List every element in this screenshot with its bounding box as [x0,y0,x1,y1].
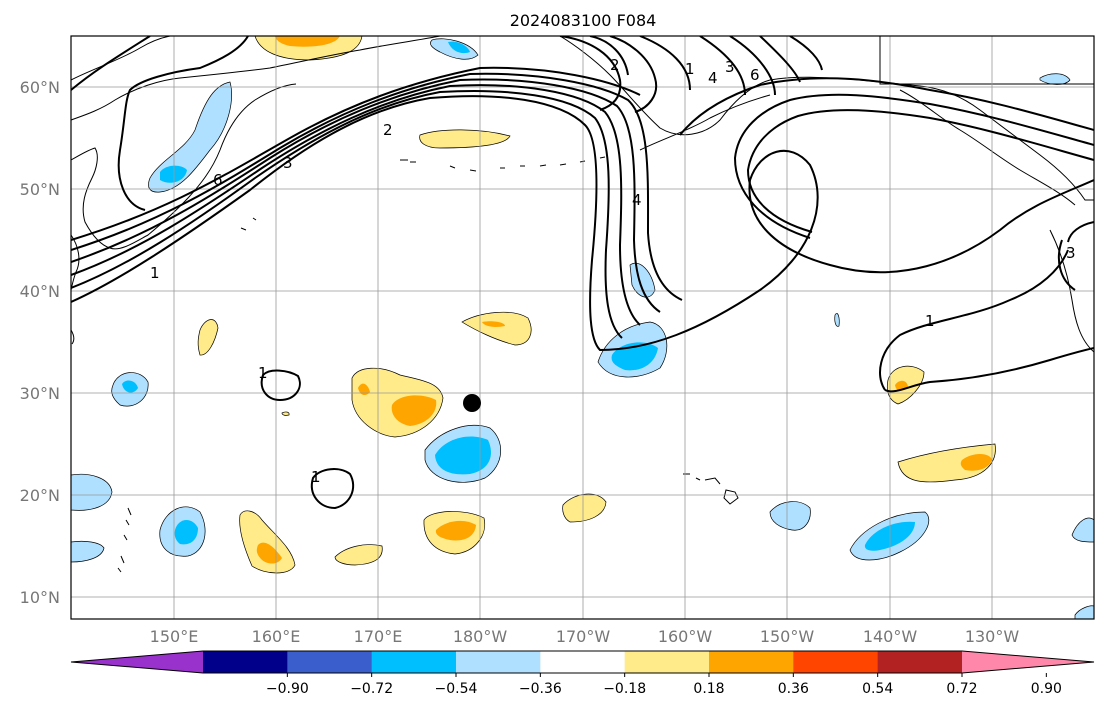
colorbar-tick-label: −0.90 [266,681,309,697]
contour-labels: 1 2 3 4 6 1 1 1 2 3 4 6 3 1 [150,56,1076,486]
colorbar-segment [371,651,457,673]
lat-label: 30°N [20,384,60,403]
contour-label: 1 [925,312,935,330]
contour-label: 1 [258,364,268,382]
lon-label: 170°E [354,627,403,646]
longitude-labels: 150°E 160°E 170°E 180°W 170°W 160°W 150°… [150,627,1020,646]
lon-label: 130°W [965,627,1020,646]
lat-label: 50°N [20,180,60,199]
colorbar-tick-label: 0.54 [862,681,893,697]
lat-label: 20°N [20,486,60,505]
colorbar-tick-label: 0.36 [778,681,809,697]
map-title: 2024083100 F084 [510,11,657,30]
colorbar-tick-label: 0.18 [693,681,724,697]
contour-label: 2 [383,121,393,139]
contour-label: 1 [685,60,695,78]
colorbar-tick-label: −0.36 [519,681,562,697]
colorbar-segment [203,651,288,673]
lon-label: 140°W [863,627,918,646]
lon-label: 150°E [150,627,199,646]
contour-label: 1 [150,264,160,282]
colorbar-tick-label: 0.72 [946,681,977,697]
colorbar-tick-label: −0.18 [603,681,646,697]
contour-label: 2 [610,56,620,74]
black-dot [463,394,481,412]
lat-label: 60°N [20,78,60,97]
contour-label: 6 [213,171,223,189]
colorbar-segment [287,651,373,673]
contour-label: 3 [725,58,735,76]
colorbar-extend-min [71,651,203,673]
colorbar-segment [877,651,963,673]
contour-label: 3 [1066,244,1076,262]
lon-label: 160°W [658,627,713,646]
lat-label: 40°N [20,282,60,301]
lon-label: 150°W [760,627,815,646]
colorbar-segment [709,651,794,673]
lon-label: 180°W [453,627,508,646]
colorbar-outline [70,650,1095,674]
lon-label: 170°W [556,627,611,646]
colorbar: −0.90 −0.72 −0.54 −0.36 −0.18 0.18 0.36 0.54 0.7… [70,650,1095,697]
map-plot-area: 1 2 3 4 6 1 1 1 2 3 4 6 3 1 [71,36,1094,619]
colorbar-tick-label: 0.90 [1031,681,1062,697]
contour-label: 1 [311,468,321,486]
colorbar-segment [456,651,541,673]
graticule [71,36,1094,619]
contour-label: 4 [632,191,642,209]
colorbar-extend-max [962,651,1094,673]
latitude-labels: 60°N 50°N 40°N 30°N 20°N 10°N [20,78,60,607]
colorbar-segment [540,651,626,673]
colorbar-segment [793,651,879,673]
lat-label: 10°N [20,588,60,607]
contour-label: 4 [708,69,718,87]
colorbar-segment [624,651,710,673]
contour-label: 3 [283,154,293,172]
colorbar-tick-label: −0.54 [435,681,478,697]
jet-contours [71,36,1094,510]
contour-label: 6 [750,66,760,84]
strong-positive-anomaly-fill [256,36,992,564]
lon-label: 160°E [252,627,301,646]
colorbar-tick-label: −0.72 [350,681,393,697]
map-frame [70,35,1095,620]
